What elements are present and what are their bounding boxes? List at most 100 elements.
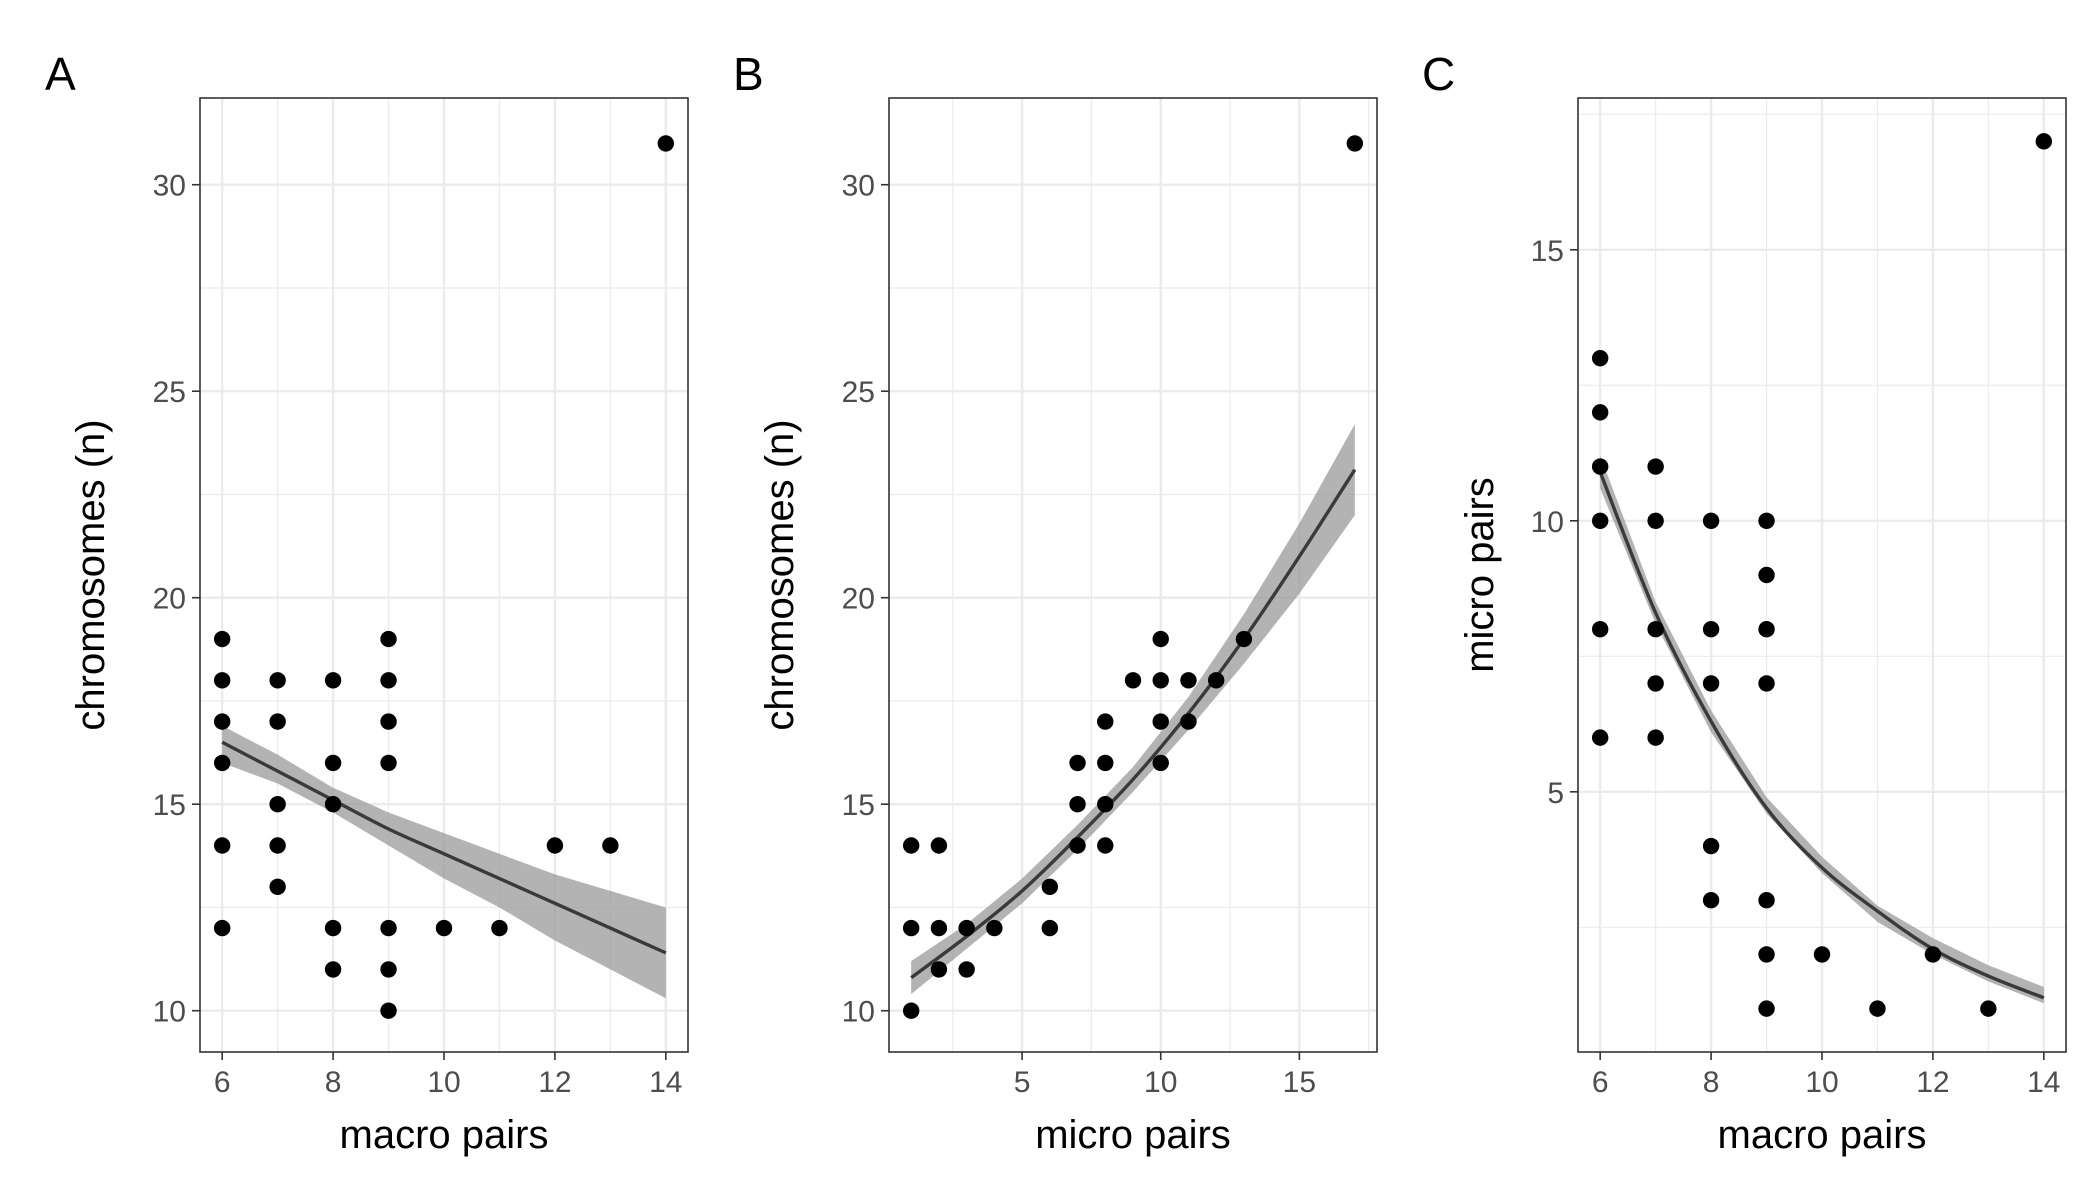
x-axis-title: macro pairs <box>340 1113 549 1157</box>
panel-c: 6 8 10 12 14 5 10 15 macro pairs micro pairs C <box>1422 48 2067 1157</box>
y-tick-label: 10 <box>1531 506 1564 539</box>
data-point <box>1097 713 1114 730</box>
data-point <box>1647 458 1664 475</box>
data-point <box>269 713 286 730</box>
data-point <box>1124 672 1142 689</box>
y-axis-title: micro pairs <box>1458 477 1502 673</box>
data-point <box>902 1002 920 1019</box>
data-point <box>1207 672 1225 689</box>
data-point <box>1813 946 1831 963</box>
x-tick-label: 15 <box>1283 1066 1316 1099</box>
data-point <box>269 672 286 689</box>
confidence-band <box>222 725 666 999</box>
panel-border <box>888 97 1378 1053</box>
y-tick-label: 15 <box>153 789 186 822</box>
data-point <box>1758 892 1775 909</box>
panel-tag: A <box>45 48 76 100</box>
x-tick-label: 10 <box>427 1066 460 1099</box>
data-point <box>213 713 231 730</box>
data-point <box>1180 672 1197 689</box>
x-axis-title: macro pairs <box>1718 1113 1927 1157</box>
data-point <box>324 961 342 978</box>
data-point <box>213 672 231 689</box>
data-point <box>1869 1000 1886 1017</box>
data-point <box>380 919 397 937</box>
data-point <box>380 754 397 772</box>
data-point <box>380 1002 397 1019</box>
data-point <box>1591 349 1609 367</box>
data-point <box>958 919 975 937</box>
data-point <box>1097 837 1114 854</box>
data-point <box>1346 135 1364 152</box>
x-tick-label: 10 <box>1144 1066 1177 1099</box>
y-tick-label: 25 <box>842 376 875 409</box>
data-point <box>1758 621 1775 638</box>
data-point <box>986 919 1003 937</box>
data-point <box>1758 512 1775 529</box>
data-point <box>213 630 231 648</box>
y-tick-label: 15 <box>1531 235 1564 268</box>
y-axis-title: chromosomes (n) <box>69 419 113 730</box>
data-point <box>1647 621 1664 638</box>
data-point <box>324 919 342 937</box>
data-point <box>902 837 920 854</box>
data-point <box>1069 754 1086 772</box>
y-tick-label: 20 <box>842 583 875 616</box>
x-tick-label: 14 <box>2027 1066 2060 1099</box>
data-point <box>380 672 397 689</box>
data-point <box>1647 512 1664 529</box>
data-point <box>213 919 231 937</box>
data-point <box>1924 946 1942 963</box>
data-point <box>269 796 286 813</box>
data-point <box>380 630 397 648</box>
panel-tag: C <box>1422 48 1455 100</box>
panel-a: 6 8 10 12 14 10 15 20 25 30 macro pairs chromosomes… <box>45 48 689 1157</box>
data-point <box>1758 946 1775 963</box>
data-point <box>1591 404 1609 421</box>
data-point <box>1702 621 1720 638</box>
data-point <box>1758 1000 1775 1017</box>
y-tick-label: 10 <box>153 996 186 1029</box>
x-tick-label: 8 <box>1703 1066 1720 1099</box>
data-point <box>2035 133 2053 150</box>
data-point <box>324 672 342 689</box>
data-point <box>324 754 342 772</box>
x-tick-label: 6 <box>214 1066 231 1099</box>
data-point <box>1152 672 1169 689</box>
data-point <box>1097 754 1114 772</box>
x-tick-label: 14 <box>649 1066 682 1099</box>
data-point <box>902 919 920 937</box>
data-point <box>269 878 286 896</box>
data-point <box>380 961 397 978</box>
data-point <box>930 919 948 937</box>
data-point <box>435 919 453 937</box>
data-point <box>1069 796 1086 813</box>
x-tick-label: 12 <box>538 1066 571 1099</box>
x-tick-label: 8 <box>325 1066 342 1099</box>
data-point <box>1980 1000 1997 1017</box>
data-point <box>1647 729 1664 746</box>
data-point <box>380 713 397 730</box>
data-point <box>930 837 948 854</box>
data-point <box>1235 630 1253 648</box>
data-point <box>546 837 564 854</box>
x-tick-label: 12 <box>1916 1066 1949 1099</box>
x-tick-label: 5 <box>1014 1066 1031 1099</box>
data-point <box>958 961 975 978</box>
data-point <box>324 796 342 813</box>
x-tick-label: 6 <box>1592 1066 1609 1099</box>
data-point <box>1041 878 1059 896</box>
data-point <box>1702 675 1720 692</box>
fitted-curve <box>221 740 667 955</box>
data-point <box>1152 630 1169 648</box>
data-point <box>1591 512 1609 529</box>
data-point <box>491 919 508 937</box>
data-point <box>269 837 286 854</box>
x-tick-label: 10 <box>1805 1066 1838 1099</box>
x-axis-title: micro pairs <box>1035 1113 1231 1157</box>
data-point <box>1152 754 1169 772</box>
y-axis-title: chromosomes (n) <box>758 419 802 730</box>
data-point <box>1702 512 1720 529</box>
data-point <box>1591 458 1609 475</box>
